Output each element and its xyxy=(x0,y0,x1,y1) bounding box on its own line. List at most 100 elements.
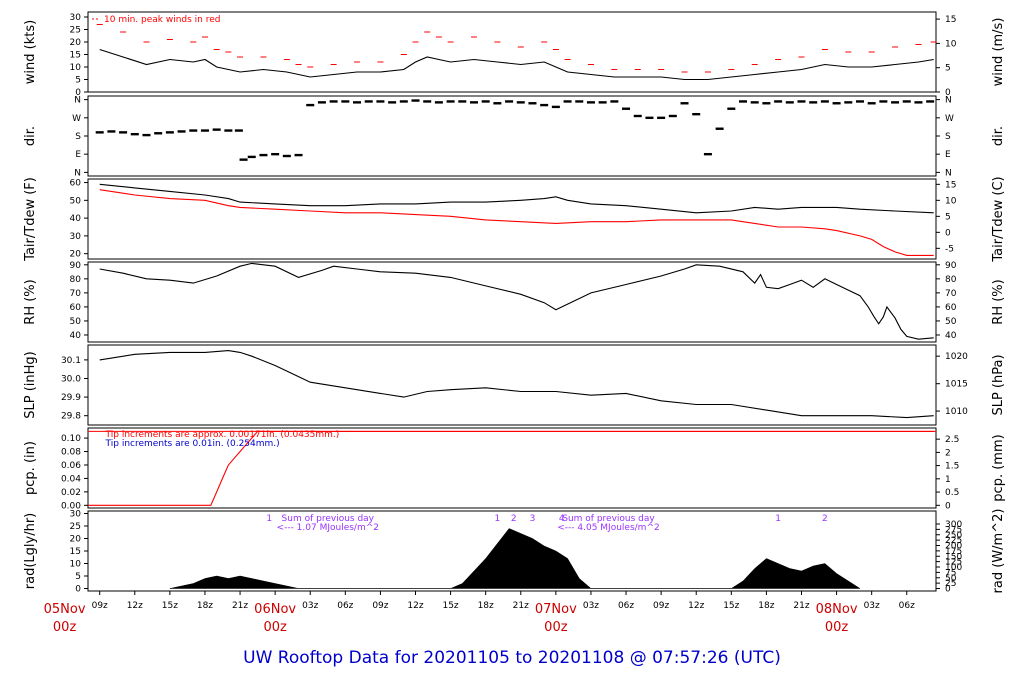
y-tick-label-right: 0 xyxy=(945,501,951,511)
direction-mark xyxy=(177,130,186,133)
x-tick-label: 12z xyxy=(407,601,423,611)
y-tick-label: 40 xyxy=(70,331,82,341)
series-line xyxy=(99,189,934,256)
day-label: 05Nov xyxy=(44,602,86,617)
direction-mark xyxy=(259,153,268,157)
y-tick-label-right: E xyxy=(945,150,951,160)
panel-pcp: 0.00 0.02 0.04 0.06 0.08 0.10 0 0.5 1 1.5 2 2.5 pcp.… xyxy=(23,427,1006,511)
y-axis-label-right: Tair/Tdew (C) xyxy=(991,176,1006,262)
day-time-label: 00z xyxy=(263,620,287,635)
panel-frame xyxy=(87,427,937,509)
daily-sum-value: <--- 1.07 MJoules/m^2 xyxy=(277,523,379,533)
y-tick-label-right: 70 xyxy=(945,289,957,299)
direction-mark xyxy=(165,131,174,134)
y-axis-label: Tair/Tdew (F) xyxy=(23,177,38,262)
direction-mark xyxy=(610,100,619,103)
y-tick-label-right: 300 xyxy=(945,520,962,530)
daily-sum-label: Sum of previous day xyxy=(282,514,375,524)
x-tick-label: 18z xyxy=(197,601,213,611)
y-tick-label-right: S xyxy=(945,132,951,142)
y-tick-label-right: 5 xyxy=(945,64,951,74)
y-axis-label: SLP (inHg) xyxy=(23,351,38,419)
direction-mark xyxy=(633,114,642,118)
y-tick-label: 29.9 xyxy=(61,393,81,403)
direction-mark xyxy=(306,103,315,107)
y-axis-label: wind (kts) xyxy=(23,20,38,84)
y-tick-label: E xyxy=(75,150,81,160)
panel-frame xyxy=(87,344,937,426)
panel-temp: 20 30 40 50 60 -5 0 5 10 15 Tair/Tdew (F) Tair/Tdew… xyxy=(23,176,1006,262)
y-tick-label-right: 125 xyxy=(945,558,962,568)
direction-mark xyxy=(234,129,243,132)
y-tick-label: 20 xyxy=(70,535,82,545)
y-tick-label: N xyxy=(74,168,81,178)
y-tick-label: N xyxy=(74,96,81,106)
direction-mark xyxy=(844,101,853,104)
direction-mark xyxy=(294,153,303,157)
x-tick-label: 21z xyxy=(232,601,248,611)
y-axis-label: rad(Lgly/hr) xyxy=(23,513,38,589)
y-tick-label-right: N xyxy=(945,168,952,178)
y-tick-label: 25 xyxy=(70,522,81,532)
radiation-area xyxy=(169,528,861,589)
daily-sum-label: Sum of previous day xyxy=(562,514,655,524)
direction-mark xyxy=(458,100,467,103)
x-tick-label: 15z xyxy=(162,601,178,611)
y-tick-label-right: 10 xyxy=(945,39,957,49)
direction-mark xyxy=(528,102,537,105)
direction-mark xyxy=(739,100,748,103)
y-tick-label-right: 15 xyxy=(945,180,956,190)
y-tick-label: 20 xyxy=(70,38,82,48)
direction-mark xyxy=(329,100,338,103)
direction-mark xyxy=(142,133,151,137)
direction-mark xyxy=(434,101,443,104)
y-axis-label-right: RH (%) xyxy=(991,279,1006,324)
panel-rh: 40 50 60 70 80 90 40 50 60 70 80 90 RH (%) RH (%) xyxy=(23,261,1006,343)
hour-marker: 3 xyxy=(530,514,536,524)
y-tick-label: 0 xyxy=(75,88,81,98)
direction-mark xyxy=(551,105,560,109)
hour-marker: 2 xyxy=(511,514,517,524)
x-tick-label: 06z xyxy=(618,601,634,611)
day-label: 07Nov xyxy=(535,602,577,617)
direction-mark xyxy=(388,101,397,104)
direction-mark xyxy=(926,100,935,103)
y-tick-label: 5 xyxy=(75,572,81,582)
y-tick-label-right: 15 xyxy=(945,15,956,25)
direction-mark xyxy=(586,101,595,104)
direction-mark xyxy=(200,129,209,132)
x-tick-label: 12z xyxy=(688,601,704,611)
panel-frame xyxy=(87,11,937,93)
panel-frame xyxy=(87,178,937,260)
y-tick-label-right: 90 xyxy=(945,261,957,271)
direction-mark xyxy=(516,101,525,104)
y-tick-label-right: 0 xyxy=(945,585,951,595)
y-tick-label: 30 xyxy=(70,232,82,242)
y-axis-label-right: wind (m/s) xyxy=(991,18,1006,87)
direction-mark xyxy=(130,132,139,136)
direction-mark xyxy=(645,116,654,120)
direction-mark xyxy=(668,114,677,118)
x-tick-label: 09z xyxy=(653,601,669,611)
x-tick-label: 06z xyxy=(899,601,915,611)
direction-mark xyxy=(820,100,829,103)
footer-title: UW Rooftop Data for 20201105 to 20201108… xyxy=(243,648,781,668)
y-tick-label: 0.02 xyxy=(61,488,81,498)
panel-rad: 0510152025300255075100125150175200225250… xyxy=(23,509,1006,595)
x-tick-label: 15z xyxy=(442,601,458,611)
y-tick-label-right: 1020 xyxy=(945,352,968,362)
y-tick-label-right: 150 xyxy=(945,552,962,562)
y-axis-label-right: pcp. (mm) xyxy=(991,434,1006,501)
y-axis-label-right: dir. xyxy=(991,126,1006,146)
y-tick-label-right: 2.5 xyxy=(945,435,959,445)
x-tick-label: 03z xyxy=(583,601,599,611)
y-tick-label: 0 xyxy=(75,585,81,595)
direction-mark xyxy=(239,158,248,161)
direction-mark xyxy=(224,129,233,132)
y-axis-label-right: SLP (hPa) xyxy=(991,354,1006,415)
x-tick-label: 09z xyxy=(372,601,388,611)
day-time-label: 00z xyxy=(544,620,568,635)
wind-annotation: 10 min. peak winds in red xyxy=(104,15,221,25)
direction-mark xyxy=(785,101,794,104)
y-tick-label: 0.10 xyxy=(61,434,81,444)
